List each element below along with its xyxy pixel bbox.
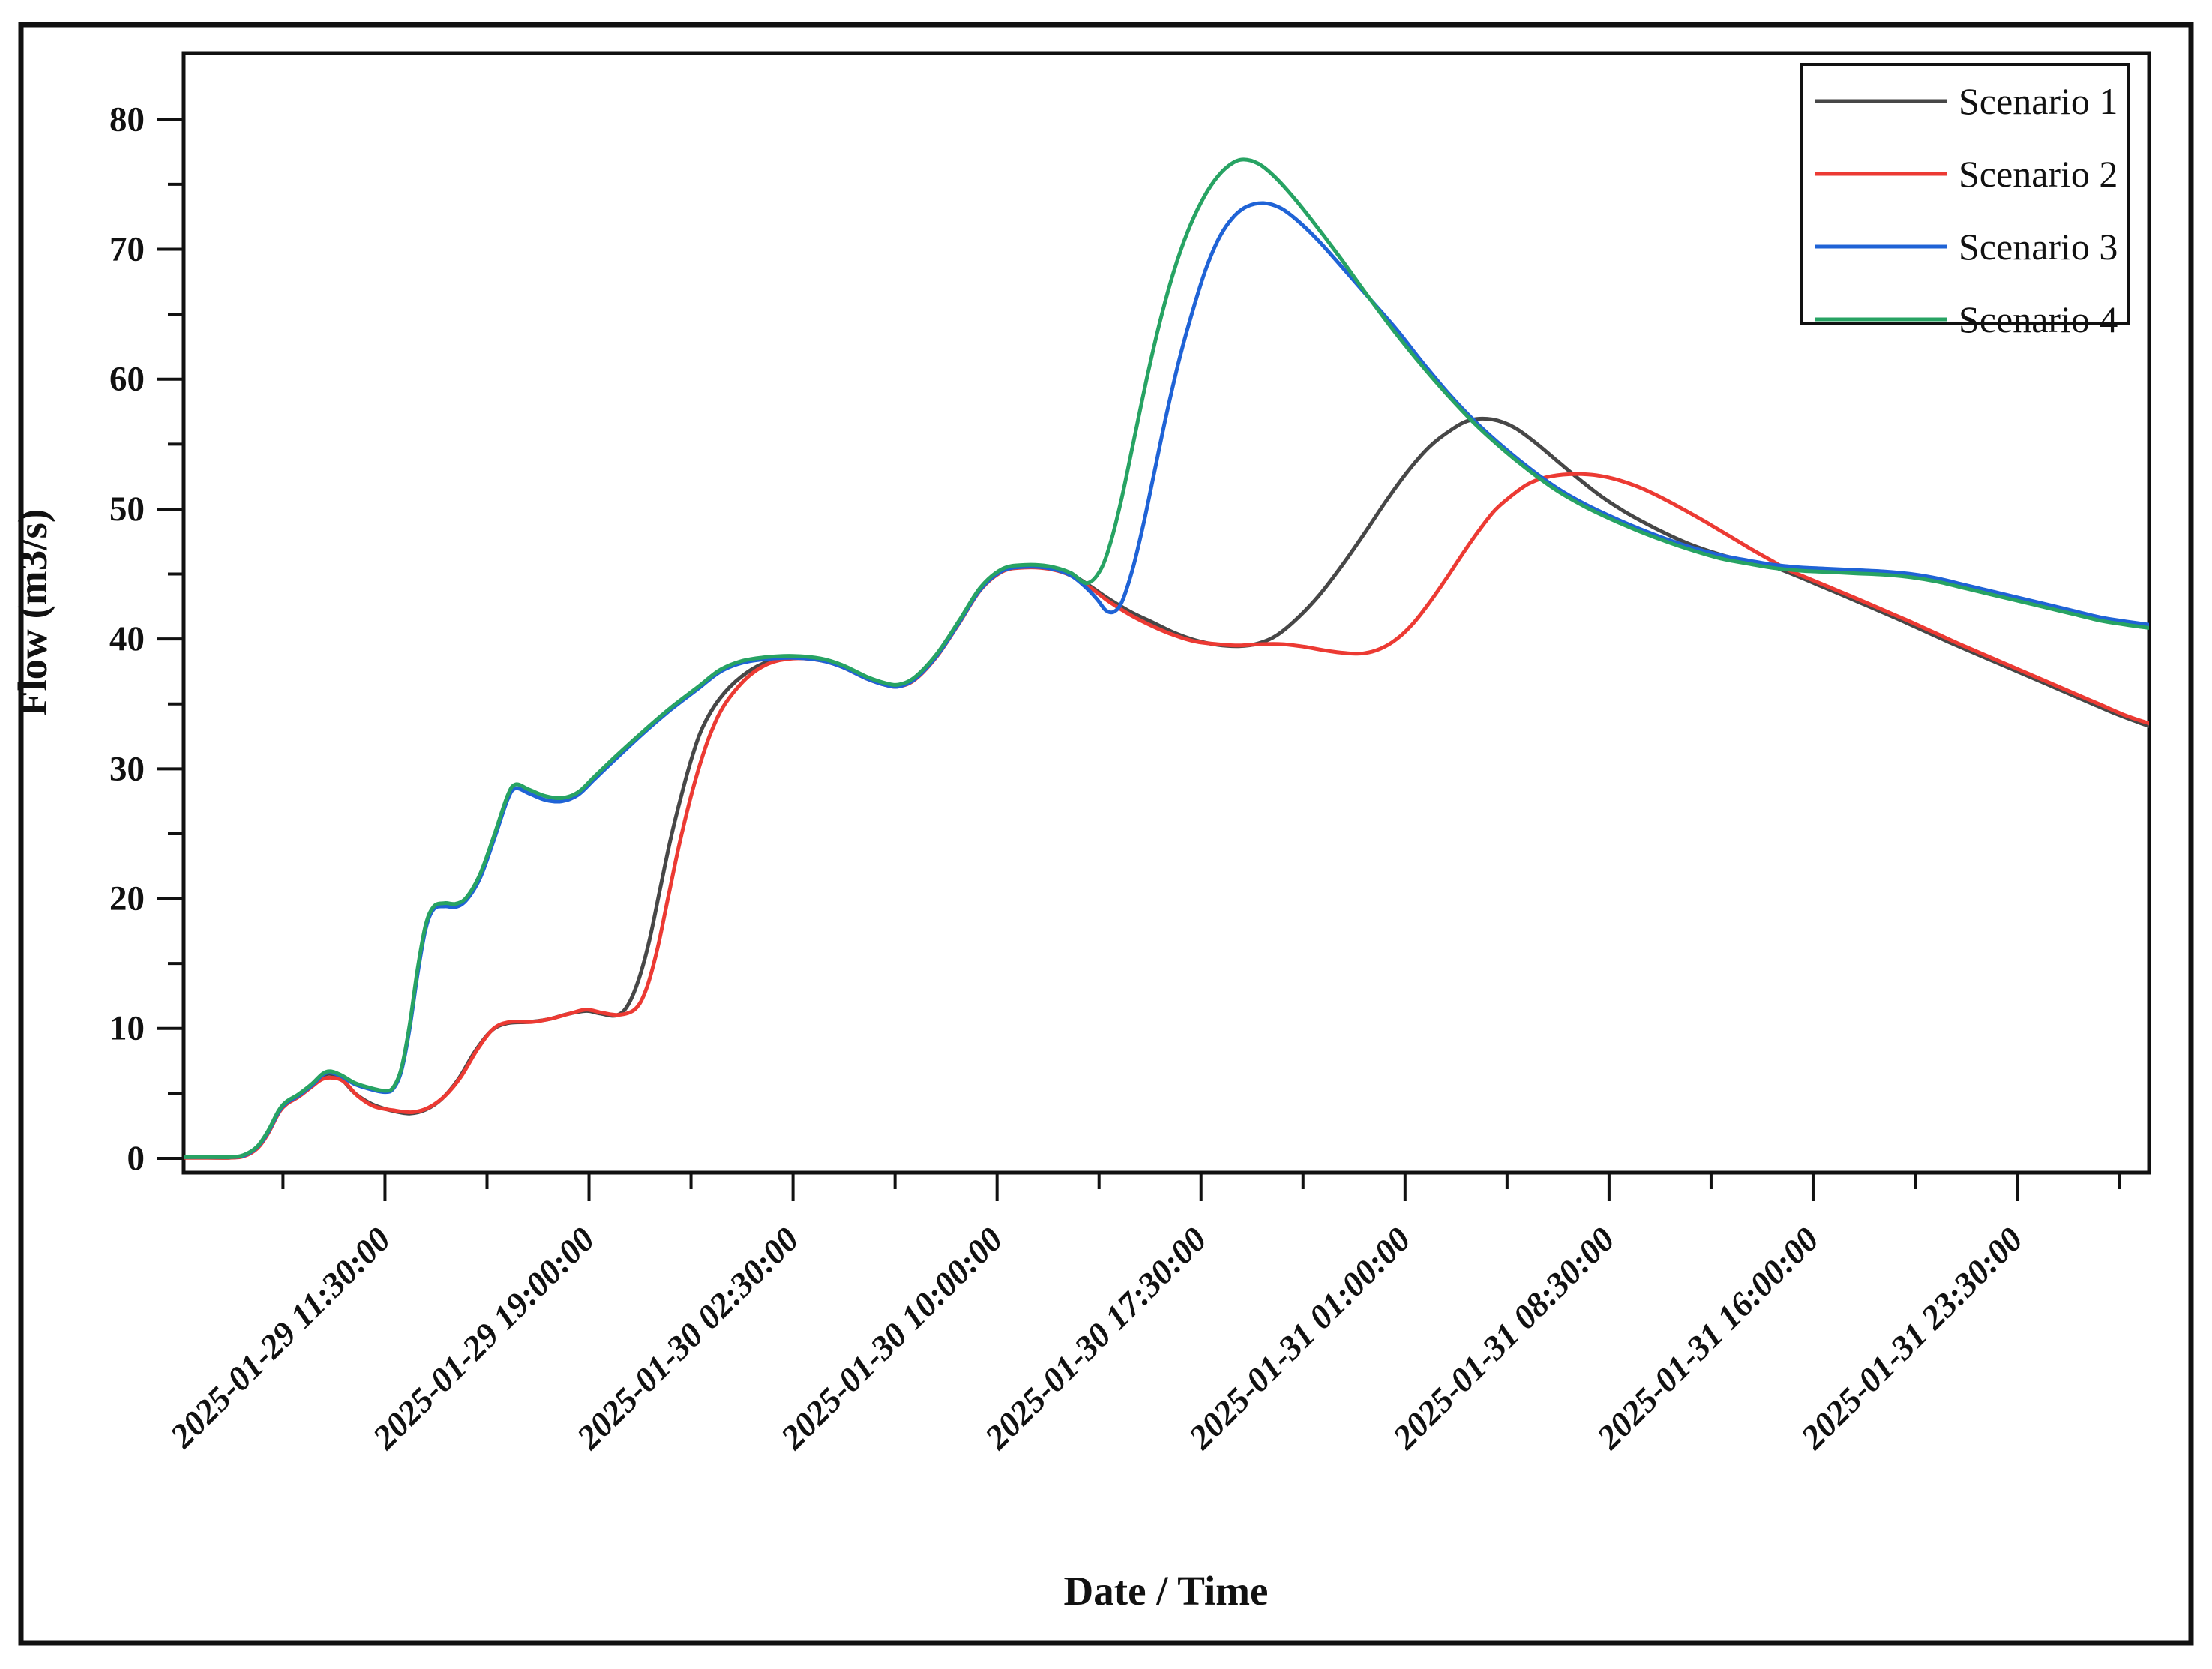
y-axis-ticks (157, 118, 184, 1160)
x-axis-title: Date / Time (1064, 1568, 1269, 1614)
x-tick-label: 2025-01-29 11:30:00 (162, 1220, 397, 1455)
x-axis-ticks (281, 1173, 2121, 1201)
y-tick-label: 50 (109, 490, 145, 529)
x-tick-label: 2025-01-31 08:30:00 (1385, 1220, 1622, 1457)
x-tick-label: 2025-01-31 23:30:00 (1793, 1220, 2030, 1457)
legend: Scenario 1 Scenario 2 Scenario 3 Scenari… (1800, 63, 2130, 340)
figure-border (18, 22, 2194, 1646)
x-tick-label: 2025-01-29 19:00:00 (365, 1220, 602, 1457)
y-tick-label: 40 (109, 619, 145, 658)
y-tick-label: 0 (127, 1139, 145, 1178)
legend-label-scenario-3: Scenario 3 (1959, 226, 2118, 268)
y-tick-label: 20 (109, 879, 145, 918)
legend-item-scenario-1: Scenario 1 (1815, 80, 2118, 122)
x-tick-label: 2025-01-31 01:00:00 (1181, 1220, 1418, 1457)
x-tick-label: 2025-01-30 02:30:00 (569, 1220, 806, 1457)
x-tick-label: 2025-01-31 16:00:00 (1589, 1220, 1826, 1457)
legend-item-scenario-2: Scenario 2 (1815, 153, 2118, 195)
legend-item-scenario-4: Scenario 4 (1815, 298, 2118, 340)
x-tick-label: 2025-01-30 10:00:00 (773, 1220, 1010, 1457)
legend-box (1800, 63, 2130, 325)
y-axis-title: Flow (m3/s) (10, 509, 55, 716)
y-tick-label: 10 (109, 1009, 145, 1048)
series-line-scenario-4 (184, 157, 2149, 1159)
series-lines (184, 157, 2149, 1160)
y-tick-label: 80 (109, 100, 145, 139)
legend-item-scenario-3: Scenario 3 (1815, 226, 2118, 268)
legend-label-scenario-4: Scenario 4 (1959, 298, 2118, 340)
y-tick-label: 70 (109, 230, 145, 269)
legend-label-scenario-1: Scenario 1 (1959, 80, 2118, 122)
y-tick-labels: 0 10 20 30 40 50 60 70 80 (109, 100, 145, 1178)
legend-label-scenario-2: Scenario 2 (1959, 153, 2118, 195)
y-tick-label: 30 (109, 749, 145, 788)
y-tick-label: 60 (109, 360, 145, 399)
x-tick-label: 2025-01-30 17:30:00 (977, 1220, 1214, 1457)
